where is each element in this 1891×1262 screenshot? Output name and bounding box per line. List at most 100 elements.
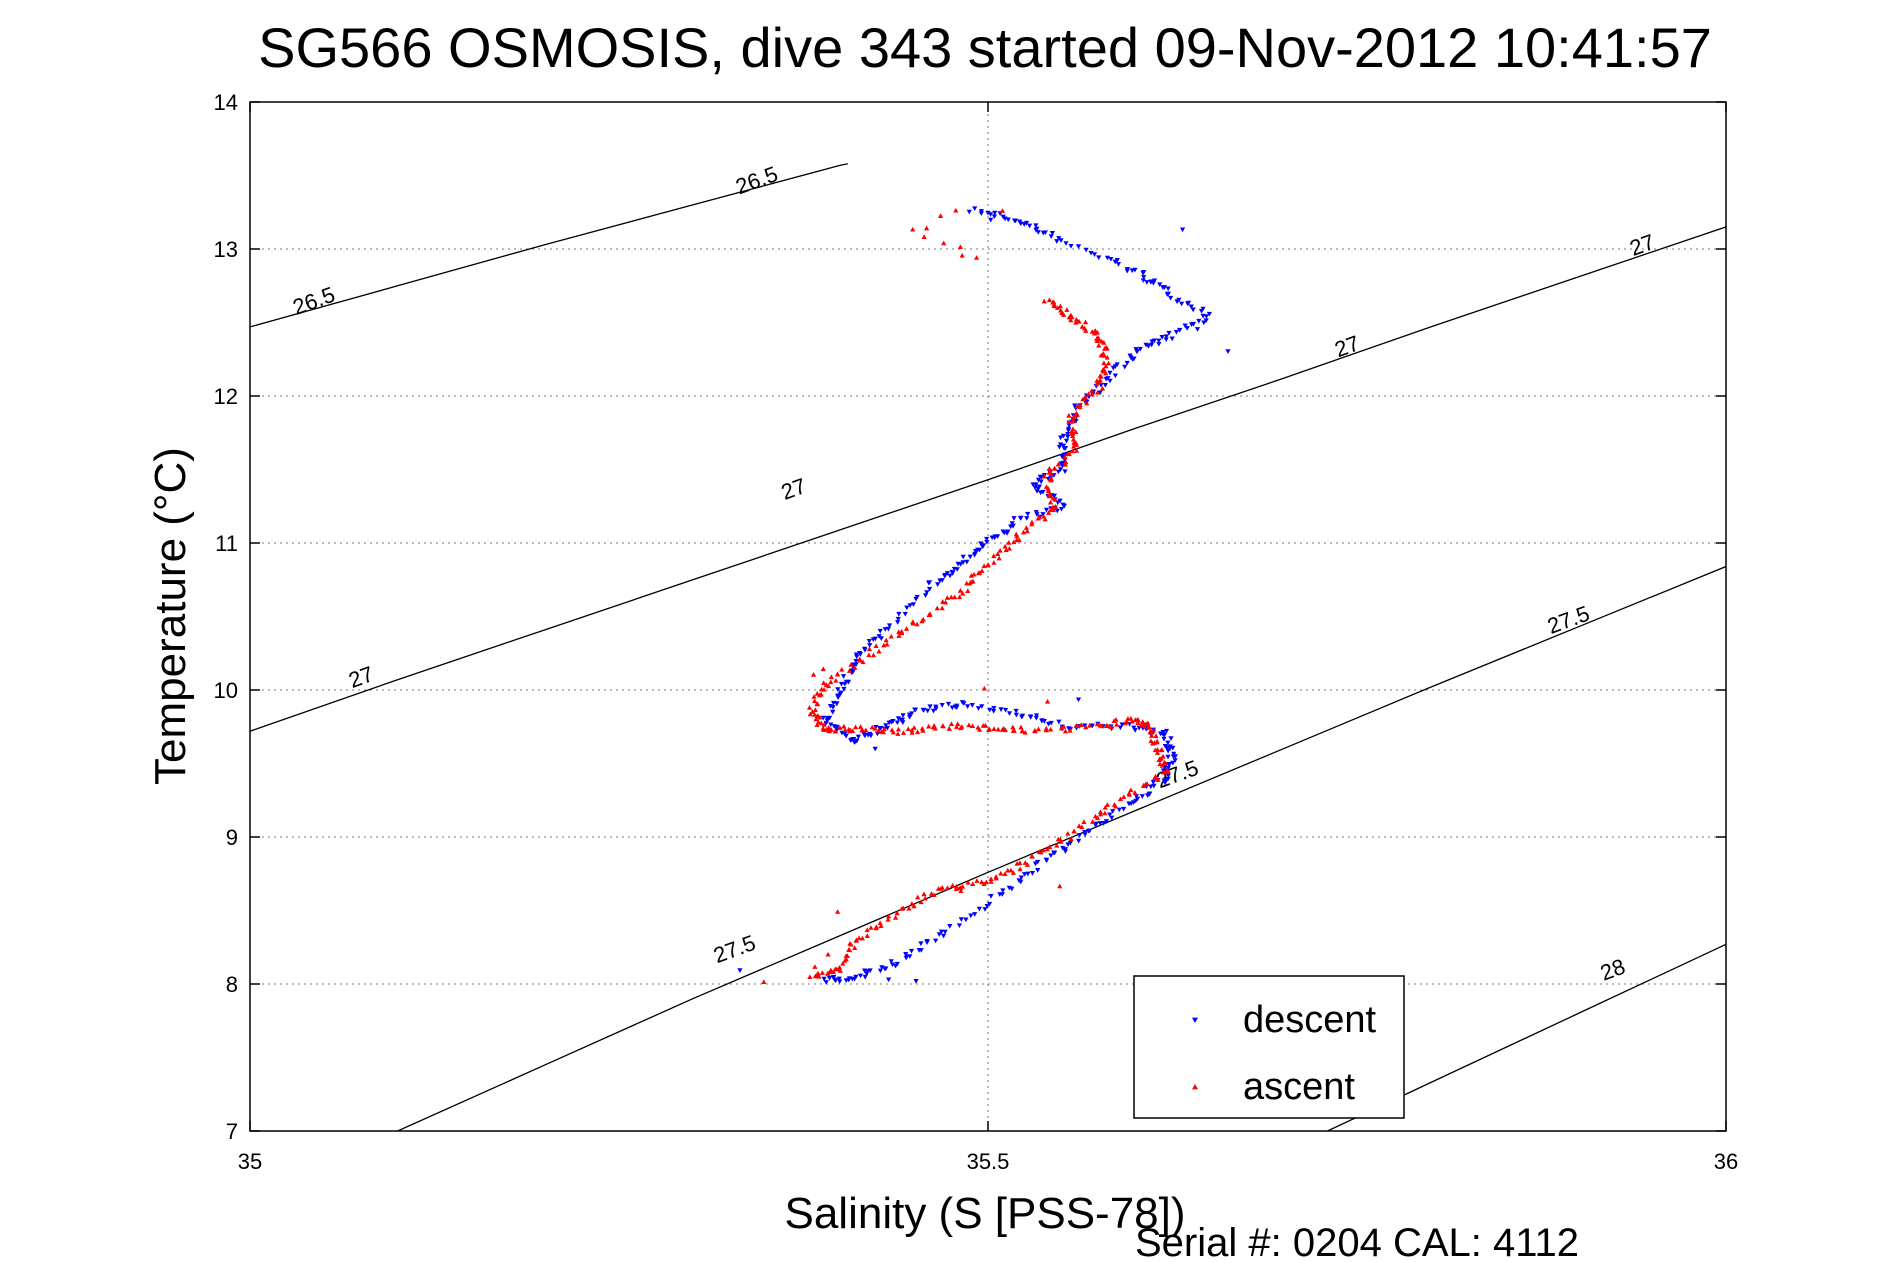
- data-point-descent: [939, 703, 945, 708]
- data-point-ascent: [1079, 324, 1085, 329]
- data-point-descent: [1048, 853, 1054, 858]
- series-ascent: [761, 207, 1171, 985]
- data-point-descent: [896, 611, 902, 617]
- data-point-ascent: [981, 685, 987, 691]
- data-point-ascent: [872, 725, 878, 731]
- data-point-ascent: [965, 879, 971, 885]
- data-point-descent: [1066, 423, 1072, 428]
- data-point-descent: [1055, 469, 1061, 475]
- data-point-ascent: [1029, 521, 1035, 527]
- data-point-descent: [1165, 286, 1171, 292]
- data-point-ascent: [894, 910, 900, 916]
- data-point-ascent: [1046, 510, 1052, 515]
- data-point-ascent: [1092, 328, 1098, 333]
- data-point-ascent: [821, 680, 827, 685]
- data-point-ascent: [885, 916, 891, 922]
- data-point-ascent: [1081, 819, 1087, 824]
- data-point-ascent: [909, 730, 915, 735]
- data-point-ascent: [1043, 727, 1049, 733]
- data-point-ascent: [846, 668, 853, 673]
- data-point-ascent: [1094, 721, 1100, 727]
- data-point-ascent: [910, 619, 916, 624]
- data-point-ascent: [991, 553, 997, 559]
- data-point-ascent: [1055, 461, 1061, 467]
- data-point-descent: [1165, 748, 1171, 754]
- data-point-ascent: [941, 240, 947, 246]
- data-point-descent: [1022, 872, 1028, 877]
- data-point-ascent: [866, 646, 873, 652]
- data-point-descent: [821, 976, 827, 982]
- data-point-ascent: [1082, 394, 1088, 400]
- data-point-ascent: [1070, 443, 1077, 449]
- data-point-ascent: [837, 725, 843, 730]
- data-point-descent: [1190, 307, 1196, 313]
- data-point-ascent: [1017, 866, 1023, 872]
- data-point-ascent: [835, 909, 841, 914]
- data-point-descent: [991, 706, 997, 711]
- data-point-ascent: [939, 885, 945, 890]
- data-point-ascent: [875, 727, 882, 733]
- data-point-descent: [824, 715, 830, 721]
- data-point-ascent: [1070, 426, 1076, 432]
- data-point-ascent: [878, 729, 884, 735]
- data-point-ascent: [1006, 540, 1012, 545]
- data-point-ascent: [1132, 789, 1138, 795]
- data-point-ascent: [957, 244, 964, 250]
- data-point-ascent: [1067, 727, 1073, 733]
- data-point-descent: [1109, 815, 1115, 821]
- data-point-ascent: [999, 727, 1005, 732]
- data-point-descent: [972, 912, 978, 917]
- data-point-descent: [949, 705, 955, 711]
- data-point-ascent: [973, 255, 980, 260]
- data-point-descent: [1188, 304, 1194, 310]
- data-point-ascent: [812, 712, 818, 717]
- data-point-ascent: [832, 728, 838, 734]
- data-point-ascent: [930, 724, 936, 730]
- data-point-descent: [945, 701, 952, 707]
- data-point-ascent: [903, 626, 910, 631]
- data-point-ascent: [873, 924, 879, 930]
- data-point-ascent: [960, 883, 966, 889]
- data-point-descent: [861, 968, 868, 974]
- series-layer: [737, 206, 1231, 985]
- data-point-ascent: [1050, 495, 1056, 501]
- data-point-ascent: [909, 727, 915, 733]
- data-point-ascent: [1161, 759, 1167, 765]
- data-point-descent: [861, 731, 867, 737]
- data-point-descent: [1200, 306, 1206, 312]
- data-point-ascent: [1154, 750, 1161, 755]
- data-point-descent: [1009, 886, 1015, 892]
- data-point-ascent: [1114, 721, 1120, 727]
- data-point-ascent: [1008, 867, 1014, 873]
- data-point-ascent: [934, 605, 940, 611]
- data-point-ascent: [1100, 367, 1106, 373]
- data-point-ascent: [1097, 811, 1104, 817]
- data-point-descent: [1033, 227, 1039, 233]
- data-point-ascent: [1040, 847, 1046, 853]
- data-point-descent: [1169, 336, 1175, 342]
- data-point-descent: [882, 966, 888, 972]
- data-point-descent: [984, 539, 990, 545]
- data-point-descent: [902, 611, 908, 617]
- data-point-descent: [1040, 512, 1046, 517]
- data-point-ascent: [807, 711, 813, 717]
- data-point-descent: [1165, 765, 1171, 771]
- data-point-ascent: [958, 888, 964, 893]
- data-point-descent: [889, 962, 896, 968]
- data-point-ascent: [810, 672, 817, 677]
- data-point-ascent: [1077, 402, 1083, 408]
- data-point-descent: [988, 894, 994, 899]
- legend-label-ascent: ascent: [1243, 1066, 1355, 1108]
- data-point-descent: [1144, 793, 1151, 798]
- data-point-descent: [837, 692, 843, 697]
- density-contour-26.5: [250, 163, 848, 328]
- data-point-ascent: [1085, 391, 1092, 397]
- data-point-ascent: [1062, 728, 1069, 734]
- data-point-descent: [1185, 300, 1192, 306]
- data-point-ascent: [927, 611, 933, 616]
- data-point-ascent: [825, 951, 831, 957]
- data-point-ascent: [820, 666, 826, 672]
- data-point-descent: [820, 715, 826, 721]
- data-point-ascent: [993, 875, 999, 881]
- data-point-descent: [966, 209, 972, 215]
